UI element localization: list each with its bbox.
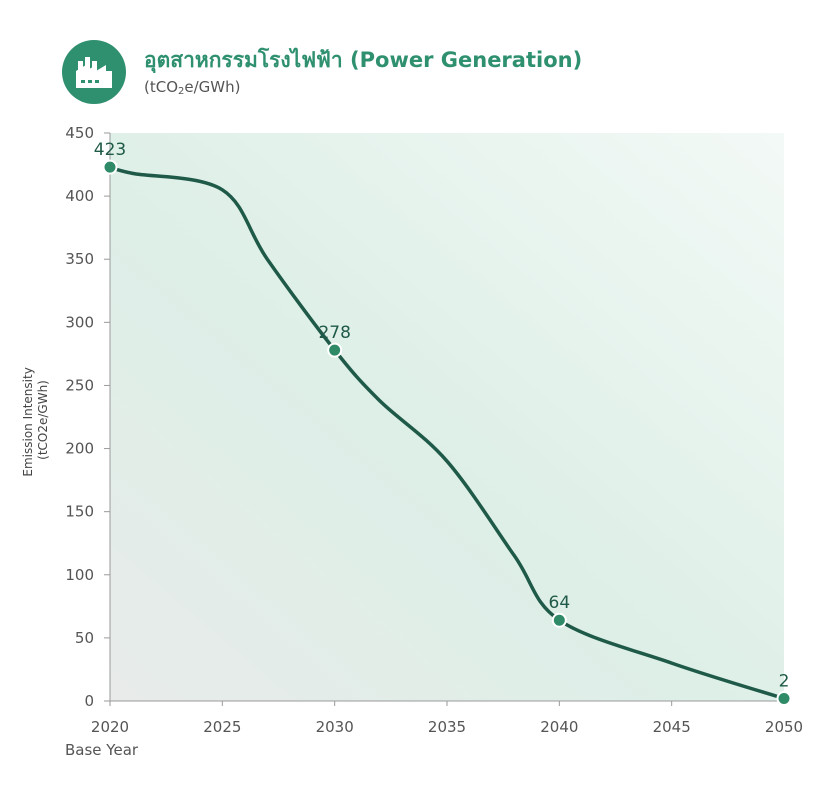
- y-tick-label: 250: [65, 376, 94, 394]
- chart-unit: (tCO2e/GWh): [144, 78, 241, 97]
- x-tick-label: 2035: [428, 718, 466, 736]
- y-axis-label-line2: (tCO2e/GWh): [36, 380, 50, 460]
- data-point: [327, 342, 343, 358]
- x-tick-label: 2025: [203, 718, 241, 736]
- plot-area: [110, 133, 784, 701]
- y-tick-label: 150: [65, 503, 94, 521]
- data-label: 2: [779, 671, 790, 691]
- x-tick-label: 2040: [540, 718, 578, 736]
- unit-part: e/GWh): [184, 78, 241, 96]
- y-tick-label: 200: [65, 440, 94, 458]
- y-axis-label: Emission Intensity (tCO2e/GWh): [21, 363, 50, 476]
- data-point: [551, 612, 567, 628]
- base-year-label: Base Year: [65, 741, 139, 759]
- y-tick-label: 300: [65, 313, 94, 331]
- x-tick-label: 2045: [653, 718, 691, 736]
- unit-part: (tCO: [144, 78, 179, 96]
- series-line: [108, 165, 786, 701]
- y-tick-label: 350: [65, 250, 94, 268]
- y-axis-label-line1: Emission Intensity: [21, 367, 35, 476]
- data-label: 278: [318, 323, 350, 343]
- y-tick-label: 50: [75, 629, 94, 647]
- x-tick-label: 2050: [765, 718, 803, 736]
- chart-title: อุตสาหกรรมโรงไฟฟ้า (Power Generation): [144, 48, 583, 72]
- unit-subscript: 2: [178, 86, 185, 97]
- y-tick-label: 100: [65, 566, 94, 584]
- data-label: 423: [94, 140, 126, 160]
- x-tick-label: 2030: [316, 718, 354, 736]
- y-tick-label: 0: [84, 692, 94, 710]
- data-point: [776, 690, 792, 706]
- y-tick-label: 450: [65, 124, 94, 142]
- y-tick-label: 400: [65, 187, 94, 205]
- factory-icon: [62, 40, 126, 104]
- data-label: 64: [549, 593, 571, 613]
- chart-header: อุตสาหกรรมโรงไฟฟ้า (Power Generation) (t…: [62, 40, 762, 104]
- data-point: [102, 159, 118, 175]
- x-tick-label: 2020: [91, 718, 129, 736]
